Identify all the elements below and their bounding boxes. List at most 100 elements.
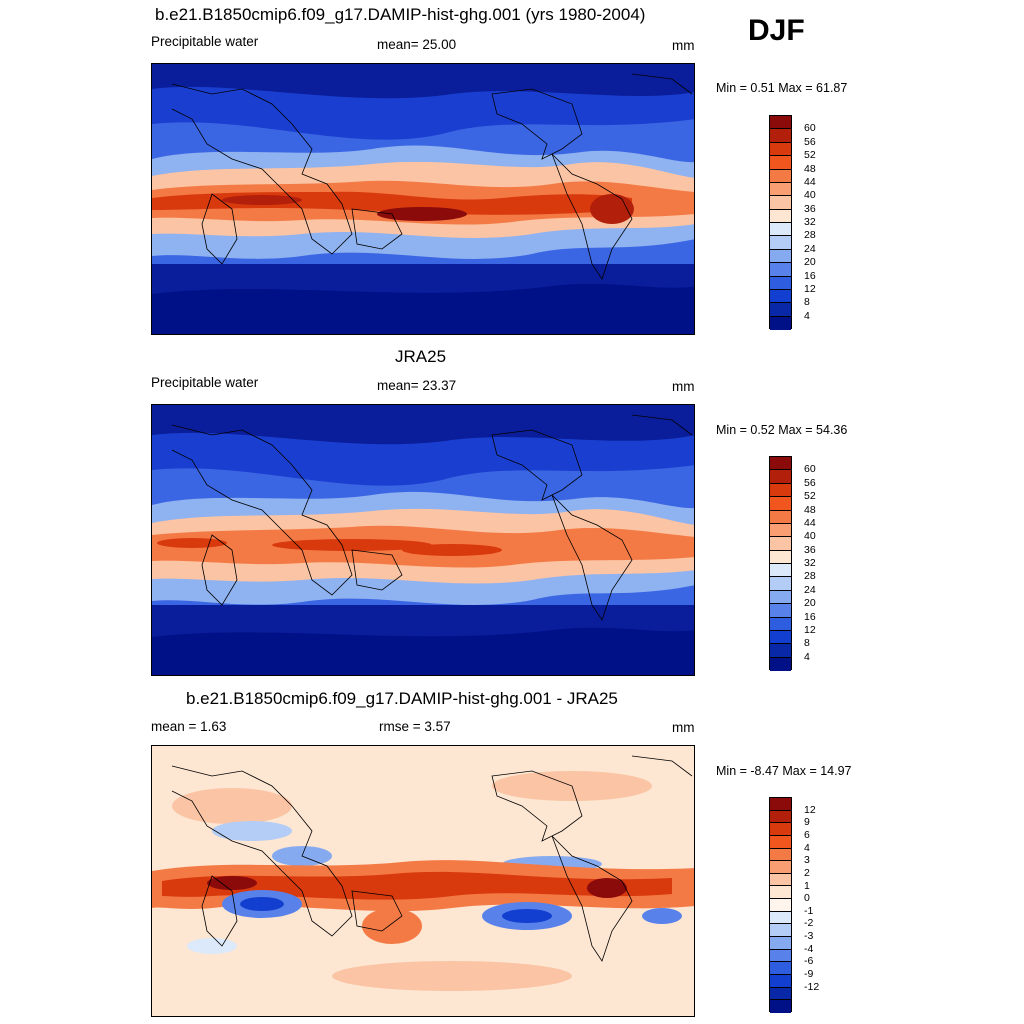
colorbar-tick-label: 24 [804,242,816,255]
colorbar-swatch [770,483,791,498]
colorbar-swatch [770,263,791,277]
colorbar-tick-label: 32 [804,216,816,228]
colorbar-swatch [770,798,791,811]
colorbar-tick-label: 20 [804,597,816,610]
panel-1-title: b.e21.B1850cmip6.f09_g17.DAMIP-hist-ghg.… [155,5,646,24]
colorbar-swatch [770,470,791,484]
colorbar-swatch [770,848,791,862]
colorbar-swatch [770,537,791,551]
colorbar-swatch [770,974,791,988]
colorbar-swatch [770,116,791,130]
colorbar-tick-label: -4 [804,942,814,955]
colorbar-swatch [770,457,791,471]
colorbar-tick-label: 28 [804,229,816,242]
colorbar-tick-label: -9 [804,968,814,981]
colorbar-tick-label: 52 [804,490,816,503]
colorbar-tick-label: 32 [804,557,816,569]
colorbar-tick-label: 48 [804,503,816,516]
colorbar-tick-label: 12 [804,803,816,816]
panel-2-title: JRA25 [395,347,447,366]
colorbar-tick-label: 16 [804,610,816,623]
colorbar-tick-label: 60 [804,122,816,135]
panel-3-title: b.e21.B1850cmip6.f09_g17.DAMIP-hist-ghg.… [186,689,618,708]
colorbar-swatch [770,949,791,963]
panel-2-minmax-label: Min = 0.52 Max = 54.36 [716,423,848,437]
panel-1-mean-label: mean= 25.00 [377,37,457,52]
season-label: DJF [748,14,805,47]
panel-1-variable-label: Precipitable water [151,34,259,49]
panel-2-map [151,404,695,676]
colorbar-tick-label: -12 [804,980,820,993]
colorbar-swatch [770,886,791,900]
colorbar-swatch [770,182,791,197]
colorbar-swatch [770,937,791,950]
colorbar-tick-label: 9 [804,816,810,829]
colorbar-tick-label: 8 [804,637,810,650]
colorbar-tick-label: 44 [804,516,816,529]
colorbar-tick-label: 16 [804,269,816,282]
colorbar-tick-label: 56 [804,476,816,489]
colorbar-swatch [770,630,791,645]
colorbar-swatch [770,550,791,564]
colorbar-swatch [770,223,791,237]
colorbar-swatch [770,510,791,524]
colorbar-tick-label: 12 [804,623,816,636]
colorbar-swatch [770,911,791,925]
colorbar-tick-label: -2 [804,917,814,930]
colorbar-tick-label: 8 [804,296,810,309]
colorbar-swatch [770,924,791,938]
colorbar-tick-label: -6 [804,955,814,968]
colorbar-swatch [770,249,791,264]
colorbar-tick-label: 6 [804,828,810,841]
colorbar-swatch [770,1000,791,1013]
colorbar-swatch [770,873,791,887]
colorbar-swatch [770,810,791,824]
colorbar-swatch [770,276,791,290]
colorbar-tick-label: 20 [804,256,816,269]
colorbar-swatch [770,523,791,538]
colorbar-swatch [770,962,791,975]
colorbar-tick-label: 48 [804,162,816,175]
colorbar-swatch [770,236,791,250]
colorbar-swatch [770,617,791,631]
colorbar-tick-label: 4 [804,650,810,663]
colorbar-swatch [770,196,791,210]
colorbar-swatch [770,129,791,143]
colorbar-tick-label: 36 [804,543,816,556]
panel-3-mean-label: mean = 1.63 [151,719,227,734]
panel-1-colorbar [769,115,792,330]
colorbar-swatch [770,644,791,658]
colorbar-tick-label: -3 [804,930,814,943]
panel-1-units-label: mm [672,38,695,53]
colorbar-swatch [770,169,791,183]
colorbar-swatch [770,590,791,605]
colorbar-swatch [770,142,791,157]
panel-3-map [151,745,695,1017]
colorbar-swatch [770,564,791,578]
panel-3-units-label: mm [672,720,695,735]
colorbar-tick-label: 52 [804,149,816,162]
colorbar-swatch [770,303,791,317]
colorbar-tick-label: 44 [804,175,816,188]
panel-1-map [151,63,695,335]
colorbar-swatch [770,316,791,330]
colorbar-swatch [770,899,791,912]
colorbar-tick-label: 60 [804,463,816,476]
panel-2-mean-label: mean= 23.37 [377,378,457,393]
colorbar-swatch [770,497,791,511]
colorbar-tick-label: 3 [804,854,810,867]
colorbar-tick-label: 28 [804,570,816,583]
panel-1-minmax-label: Min = 0.51 Max = 61.87 [716,81,848,95]
panel-3-minmax-label: Min = -8.47 Max = 14.97 [716,764,852,778]
colorbar-swatch [770,861,791,874]
colorbar-swatch [770,289,791,304]
colorbar-tick-label: 36 [804,202,816,215]
colorbar-tick-label: 4 [804,309,810,322]
colorbar-tick-label: -1 [804,904,814,917]
colorbar-tick-label: 1 [804,879,810,892]
colorbar-tick-label: 24 [804,583,816,596]
colorbar-tick-label: 2 [804,866,810,879]
colorbar-swatch [770,209,791,223]
colorbar-swatch [770,577,791,591]
colorbar-tick-label: 56 [804,135,816,148]
